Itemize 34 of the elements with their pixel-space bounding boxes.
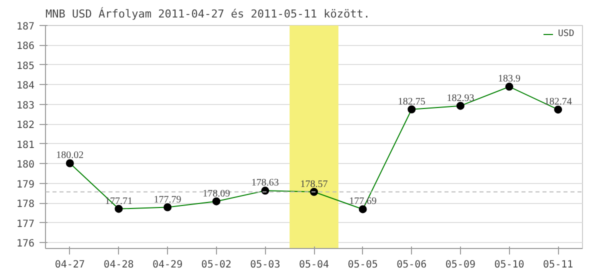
legend-label: USD xyxy=(558,29,576,39)
x-tick-label: 05-04 xyxy=(298,260,330,270)
data-label: 182.74 xyxy=(544,96,572,108)
data-label: 183.9 xyxy=(498,74,521,85)
data-label: 180.02 xyxy=(56,150,84,162)
y-tick-label: 180 xyxy=(16,160,34,171)
x-tick-label: 05-09 xyxy=(445,260,476,270)
x-tick-label: 04-29 xyxy=(152,260,183,270)
data-label: 182.75 xyxy=(398,96,426,108)
y-tick-label: 186 xyxy=(16,41,34,52)
data-label: 178.63 xyxy=(251,178,279,189)
x-tick-label: 05-10 xyxy=(494,260,524,270)
x-tick-label: 04-27 xyxy=(54,260,85,270)
data-label: 178.09 xyxy=(202,188,230,200)
x-tick-label: 05-05 xyxy=(348,260,378,270)
chart-title: MNB USD Árfolyam 2011-04-27 és 2011-05-11 között. xyxy=(46,6,370,20)
y-tick-label: 181 xyxy=(16,140,34,151)
x-tick-label: 05-03 xyxy=(250,260,280,270)
y-tick-label: 185 xyxy=(16,60,34,72)
y-tick-label: 176 xyxy=(16,238,34,250)
x-tick-label: 05-02 xyxy=(201,260,232,270)
x-tick-label: 04-28 xyxy=(104,260,134,270)
y-tick-label: 184 xyxy=(16,80,34,92)
x-tick-label: 05-06 xyxy=(396,260,427,270)
y-tick-label: 182 xyxy=(16,120,34,132)
y-tick-label: 178 xyxy=(16,199,34,210)
y-tick-label: 187 xyxy=(16,22,34,32)
y-tick-label: 179 xyxy=(16,179,34,190)
data-label: 182.93 xyxy=(446,92,474,104)
data-label: 178.57 xyxy=(300,178,328,190)
y-tick-label: 177 xyxy=(16,218,34,230)
data-label: 177.79 xyxy=(154,194,182,206)
y-tick-label: 183 xyxy=(16,100,34,112)
x-tick-label: 05-11 xyxy=(543,260,574,270)
